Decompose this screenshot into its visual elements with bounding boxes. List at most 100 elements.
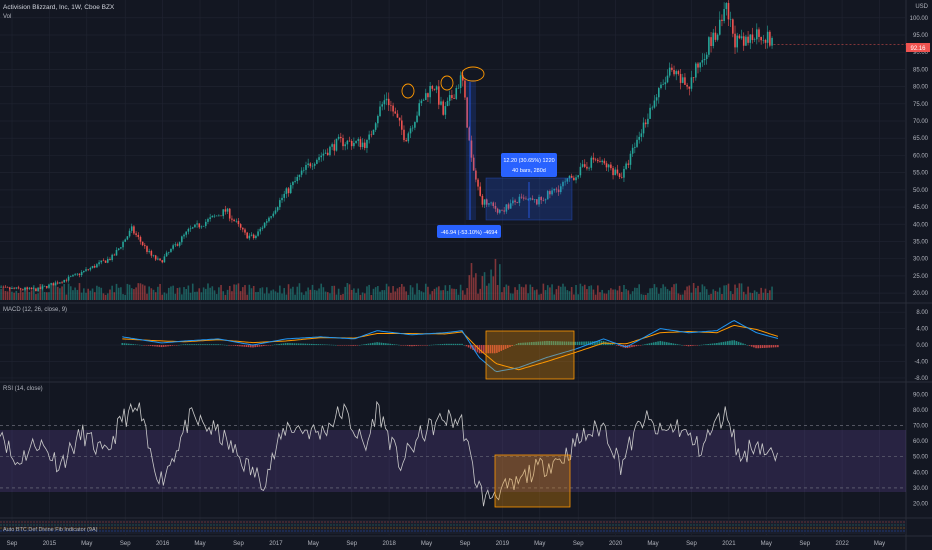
macd-histogram-bar	[374, 342, 376, 346]
candle-body	[485, 199, 488, 205]
macd-histogram-bar	[587, 341, 590, 346]
volume-bar	[368, 284, 370, 300]
macd-histogram-bar	[387, 343, 389, 346]
candle-body	[154, 255, 157, 260]
volume-bar	[289, 288, 292, 300]
rsi-panel[interactable]: RSI (14, close) 90.00 80.00 70.00 60.00 50.0…	[0, 386, 929, 508]
candle-body	[701, 60, 704, 63]
volume-bar	[374, 287, 377, 300]
candle-body	[174, 244, 177, 246]
macd-histogram-bar	[659, 340, 662, 346]
macd-histogram-bar	[184, 344, 187, 346]
volume-bar	[252, 285, 255, 300]
volume-bar	[96, 285, 98, 300]
macd-histogram-bar	[772, 345, 775, 348]
macd-histogram-bar	[230, 345, 233, 346]
candle-body	[433, 88, 436, 90]
candle-body	[468, 127, 471, 141]
volume-bar	[603, 293, 606, 300]
candle-body	[128, 230, 131, 237]
volume-bar	[749, 292, 752, 300]
volume-bar	[466, 288, 468, 300]
candle-body	[629, 153, 632, 165]
peak-circle-3[interactable]	[461, 66, 485, 82]
candle-body	[89, 267, 92, 270]
volume-bar	[220, 284, 222, 300]
candle-body	[56, 282, 59, 284]
time-axis-label: Sep	[346, 541, 357, 547]
macd-histogram-bar	[173, 345, 176, 346]
volume-bar	[675, 283, 678, 300]
price-axis[interactable]: 100.00 95.00 90.00 85.00 80.00 75.00 70.00 65.0…	[910, 16, 929, 297]
volume-bar	[771, 286, 773, 300]
candle-body	[475, 170, 477, 180]
macd-highlight-box[interactable]	[485, 330, 575, 380]
candle-body	[398, 117, 401, 121]
volume-bar	[769, 290, 771, 300]
volume-bar	[381, 290, 384, 300]
peak-circle-1[interactable]	[401, 83, 415, 99]
macd-histogram-bar	[424, 345, 426, 346]
candle-body	[666, 75, 669, 83]
macd-histogram-bar	[454, 343, 457, 346]
macd-histogram-bar	[334, 344, 337, 346]
volume-bar	[418, 289, 421, 300]
candle-body	[607, 164, 610, 168]
volume-bar	[246, 294, 248, 300]
macd-panel[interactable]: MACD (12, 26, close, 9) 8.00 4.00 0.00 -4.0…	[3, 307, 929, 382]
volume-bar	[507, 285, 510, 300]
candle-body	[590, 157, 593, 168]
candle-body	[625, 163, 627, 169]
candle-body	[344, 144, 346, 147]
volume-bar	[65, 294, 68, 300]
volume-bar	[17, 293, 20, 300]
rsi-band	[0, 430, 906, 492]
candle-body	[597, 159, 599, 162]
rsi-highlight-box[interactable]	[494, 454, 571, 508]
time-axis[interactable]: Sep 2015 May Sep 2016 May Sep 2017 May Sep 2018 May…	[7, 541, 886, 547]
macd-histogram-bar	[613, 344, 616, 346]
volume-bar	[120, 287, 122, 300]
candle-body	[516, 202, 519, 203]
volume-bar	[738, 283, 741, 300]
candle-body	[407, 133, 410, 142]
candle-body	[15, 287, 18, 289]
candle-body	[50, 283, 52, 285]
macd-histogram-bar	[502, 345, 505, 350]
macd-histogram-bar	[160, 345, 163, 348]
macd-histogram-bar	[280, 343, 283, 346]
volume-bar	[660, 288, 662, 300]
candle-body	[461, 75, 464, 81]
volume-bar	[472, 277, 475, 300]
volume-bar	[135, 287, 137, 300]
time-axis-label: 2021	[722, 541, 736, 547]
price-tick: 30.00	[913, 257, 929, 263]
price-panel[interactable]: 12.20 (30.65%) 1220 40 bars, 280d -46.94…	[0, 0, 930, 300]
time-axis-label: May	[761, 541, 772, 547]
peak-circle-2[interactable]	[440, 75, 454, 91]
candle-body	[553, 188, 556, 191]
volume-bar	[237, 283, 240, 300]
macd-histogram-bar	[509, 345, 511, 347]
volume-bar	[170, 286, 172, 300]
volume-bar	[113, 292, 116, 300]
candle-body	[313, 163, 316, 166]
volume-bar	[387, 286, 390, 300]
volume-bar	[159, 283, 161, 300]
volume-bar	[555, 289, 558, 300]
candle-body	[686, 84, 688, 87]
volume-bar	[157, 286, 159, 300]
macd-histogram-bar	[413, 345, 415, 347]
volume-bar	[601, 289, 603, 300]
macd-histogram-bar	[635, 345, 638, 347]
candle-body	[692, 77, 695, 78]
volume-bar	[279, 285, 281, 300]
macd-histogram-bar	[219, 344, 222, 346]
volume-bar	[144, 285, 146, 300]
volume-bar	[518, 284, 521, 300]
volume-bar	[303, 294, 305, 300]
measure-box-lower[interactable]	[466, 80, 476, 220]
bottom-indicator-panel[interactable]: Auto BTC Def Divine Fib Indicator (9A)	[0, 520, 906, 534]
volume-bar	[607, 290, 610, 300]
